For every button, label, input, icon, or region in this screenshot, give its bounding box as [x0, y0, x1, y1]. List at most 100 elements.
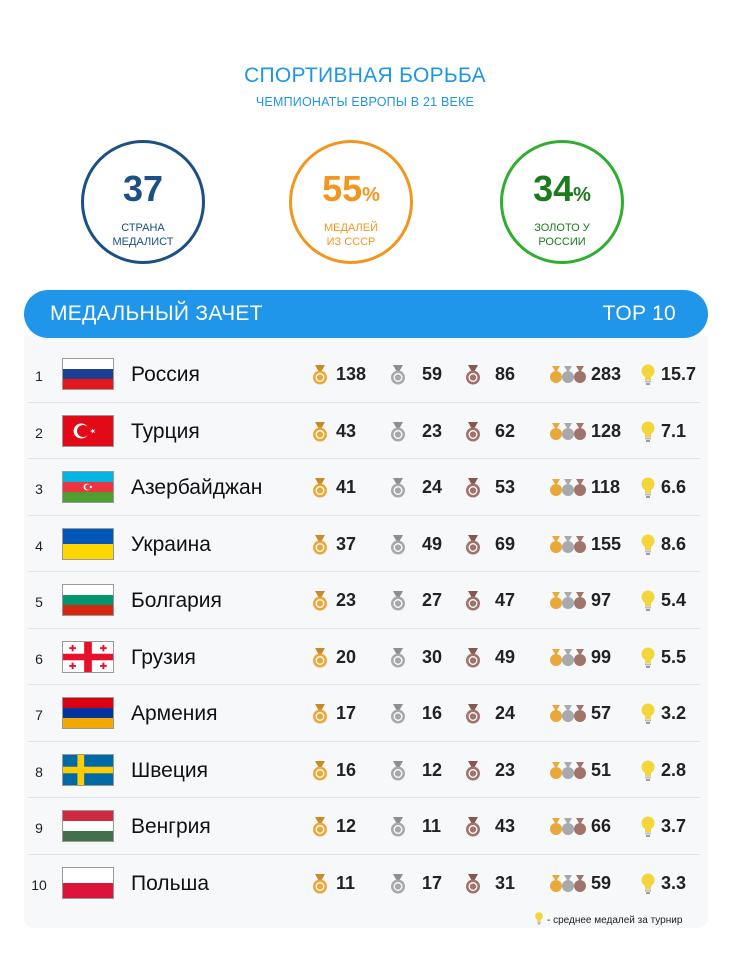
bronze-count: 53 [495, 477, 516, 497]
ukraine-flag [62, 527, 114, 560]
georgia-flag [62, 640, 114, 673]
bronze-medal-icon [464, 478, 482, 498]
stat-ussr-label: МЕДАЛЕЙ ИЗ СССР [324, 222, 378, 248]
bronze-count: 31 [495, 872, 516, 893]
azerbaijan-flag [62, 471, 114, 503]
gold-count: 41 [336, 477, 357, 497]
page-title: СПОРТИВНАЯ БОРЬБА [244, 64, 486, 87]
country-name: Турция [131, 419, 200, 443]
medal-table-title: МЕДАЛЬНЫЙ ЗАЧЕТ [50, 302, 263, 325]
rank: 7 [35, 707, 43, 723]
medal-table-header: МЕДАЛЬНЫЙ ЗАЧЕТ TOP 10 [24, 290, 708, 338]
gold-medal-icon [311, 760, 329, 781]
armenia-flag [62, 697, 114, 729]
table-row: 7 Армения 17 16 24 57 3.2 [28, 685, 700, 742]
gold-medal-icon [311, 478, 329, 498]
bronze-medal-icon [464, 760, 482, 781]
gold-count: 43 [336, 420, 357, 441]
poland-flag [62, 866, 114, 899]
bulgaria-flag [62, 584, 114, 616]
average-per-tournament: 15.7 [661, 364, 697, 384]
lightbulb-icon [640, 477, 656, 499]
all-medals-icon [550, 648, 586, 667]
lightbulb-icon [640, 873, 656, 895]
stat-russia-gold: 34% ЗОЛОТО У РОССИИ [500, 140, 624, 264]
stat-ussr-value: 55% [322, 168, 380, 209]
rank: 6 [35, 650, 43, 667]
page-subtitle: ЧЕМПИОНАТЫ ЕВРОПЫ В 21 ВЕКЕ [255, 95, 475, 109]
rank: 9 [35, 820, 43, 836]
all-medals-icon [550, 761, 586, 780]
average-per-tournament: 3.7 [661, 816, 687, 836]
lightbulb-icon [640, 703, 656, 725]
table-row: 3 Азербайджан 41 24 53 118 6.6 [28, 459, 700, 516]
gold-medal-icon [311, 534, 329, 555]
total-count: 118 [591, 477, 621, 497]
lightbulb-icon [640, 534, 656, 556]
lightbulb-icon [534, 912, 544, 925]
table-row: 4 Украина 37 49 69 155 8.6 [28, 516, 700, 572]
average-per-tournament: 5.5 [661, 646, 687, 667]
bronze-medal-icon [464, 421, 482, 442]
gold-count: 17 [336, 703, 357, 723]
sweden-flag [62, 753, 114, 786]
lightbulb-icon [640, 760, 656, 782]
bronze-medal-icon [464, 647, 482, 668]
all-medals-icon [550, 874, 586, 893]
gold-medal-icon [311, 591, 329, 611]
table-row: 8 Швеция 16 12 23 51 2.8 [28, 742, 700, 798]
silver-medal-icon [389, 704, 407, 724]
footnote: - среднее медалей за турнир [534, 912, 682, 926]
country-name: Грузия [131, 645, 196, 669]
silver-count: 59 [422, 364, 443, 384]
lightbulb-icon [640, 364, 656, 386]
gold-count: 20 [336, 646, 357, 667]
bronze-count: 43 [495, 816, 516, 836]
silver-medal-icon [389, 534, 407, 555]
silver-count: 17 [422, 872, 443, 893]
silver-medal-icon [389, 817, 407, 837]
total-count: 66 [591, 816, 612, 836]
country-name: Азербайджан [131, 476, 263, 499]
gold-medal-icon [311, 817, 329, 837]
total-count: 59 [591, 872, 612, 893]
silver-count: 23 [422, 420, 443, 441]
country-name: Россия [131, 363, 200, 386]
total-count: 99 [591, 646, 612, 667]
bronze-count: 47 [495, 590, 516, 610]
silver-medal-icon [389, 365, 407, 385]
bronze-medal-icon [464, 704, 482, 724]
bronze-medal-icon [464, 873, 482, 894]
silver-medal-icon [389, 760, 407, 781]
all-medals-icon [550, 592, 586, 610]
table-row: 2 Турция 43 23 62 128 7.1 [28, 403, 700, 459]
gold-medal-icon [311, 365, 329, 385]
country-name: Швеция [131, 758, 208, 782]
gold-medal-icon [311, 421, 329, 442]
footnote-text: - среднее медалей за турнир [547, 915, 683, 926]
all-medals-icon [550, 479, 586, 497]
bronze-count: 24 [495, 703, 516, 723]
lightbulb-icon [640, 816, 656, 838]
table-row: 6 Грузия 20 30 49 99 5.5 [28, 629, 700, 685]
medal-table-rows: 1 Россия 138 59 86 283 15.7 2 Турция 43 23 62 128 7.1… [28, 346, 700, 911]
bronze-count: 62 [495, 420, 516, 441]
all-medals-icon [550, 535, 586, 554]
silver-count: 27 [422, 590, 443, 610]
rank: 10 [31, 876, 47, 893]
silver-count: 30 [422, 646, 443, 667]
country-name: Украина [131, 532, 211, 556]
silver-count: 16 [422, 703, 443, 723]
gold-count: 11 [336, 872, 356, 893]
hungary-flag [62, 810, 114, 842]
stat-russia-gold-label: ЗОЛОТО У РОССИИ [534, 222, 590, 248]
lightbulb-icon [640, 647, 656, 669]
table-row: 9 Венгрия 12 11 43 66 3.7 [28, 798, 700, 855]
bronze-medal-icon [464, 817, 482, 837]
silver-medal-icon [389, 421, 407, 442]
all-medals-icon [550, 705, 586, 723]
turkey-flag [62, 414, 114, 447]
rank: 4 [35, 537, 43, 554]
average-per-tournament: 5.4 [661, 590, 687, 610]
silver-count: 12 [422, 759, 443, 780]
